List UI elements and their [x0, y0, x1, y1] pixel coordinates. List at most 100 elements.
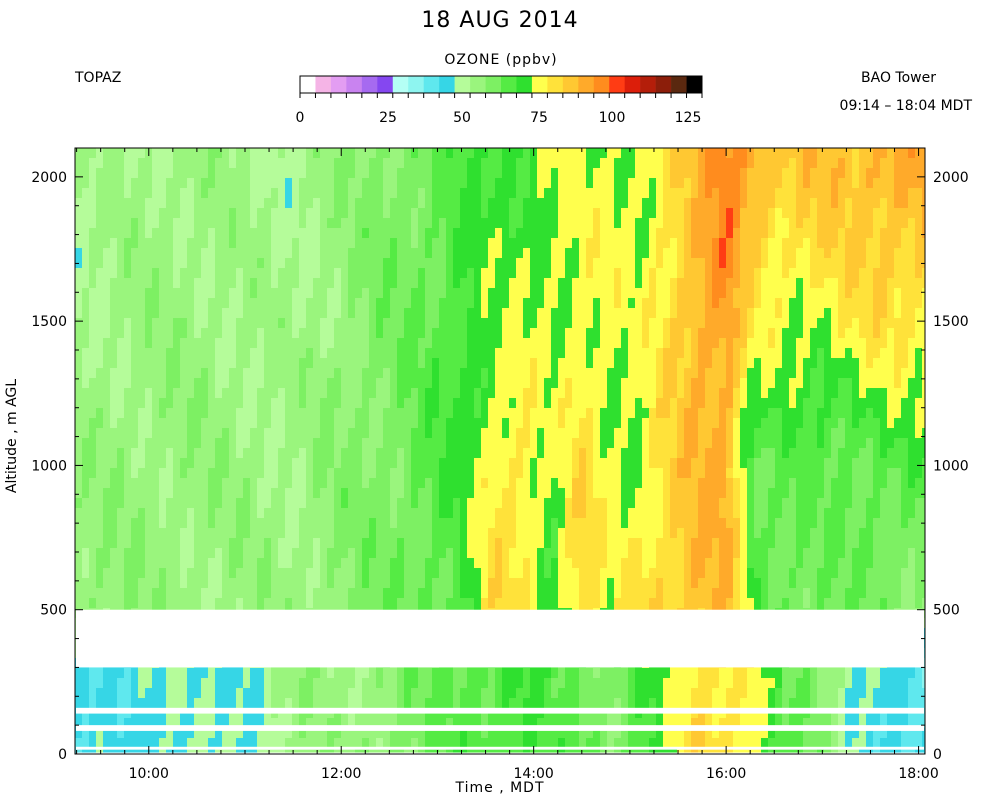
heatmap-cell — [404, 208, 412, 219]
heatmap-cell — [649, 238, 657, 249]
heatmap-cell — [782, 318, 790, 329]
heatmap-cell — [551, 158, 559, 169]
heatmap-cell — [341, 218, 349, 229]
heatmap-cell — [369, 478, 377, 489]
heatmap-cell — [474, 508, 482, 519]
heatmap-cell — [754, 378, 762, 389]
heatmap-cell — [390, 228, 398, 239]
heatmap-cell — [481, 198, 489, 209]
heatmap-cell — [292, 228, 300, 239]
heatmap-cell — [110, 238, 118, 249]
heatmap-cell — [383, 308, 391, 319]
heatmap-cell — [803, 508, 811, 519]
heatmap-cell — [789, 148, 797, 159]
heatmap-cell — [691, 288, 699, 299]
heatmap-cell — [110, 398, 118, 409]
heatmap-cell — [418, 538, 426, 549]
heatmap-cell — [411, 408, 419, 419]
heatmap-cell — [747, 358, 755, 369]
heatmap-cell — [320, 218, 328, 229]
heatmap-cell — [383, 348, 391, 359]
heatmap-cell — [124, 518, 132, 529]
heatmap-cell — [712, 288, 720, 299]
heatmap-cell — [194, 388, 202, 399]
heatmap-cell — [460, 448, 468, 459]
heatmap-cell — [915, 398, 923, 409]
heatmap-cell — [264, 468, 272, 479]
heatmap-cell — [124, 308, 132, 319]
heatmap-cell — [677, 348, 685, 359]
heatmap-cell — [355, 438, 363, 449]
heatmap-cell — [467, 318, 475, 329]
heatmap-cell — [208, 218, 216, 229]
heatmap-cell — [488, 368, 496, 379]
heatmap-cell — [901, 298, 909, 309]
heatmap-cell — [306, 238, 314, 249]
heatmap-cell — [320, 388, 328, 399]
heatmap-cell — [271, 228, 279, 239]
heatmap-cell — [502, 508, 510, 519]
heatmap-cell — [481, 468, 489, 479]
heatmap-cell — [600, 358, 608, 369]
heatmap-cell — [656, 168, 664, 179]
heatmap-cell — [411, 158, 419, 169]
heatmap-cell — [467, 418, 475, 429]
heatmap-cell — [341, 308, 349, 319]
heatmap-cell — [579, 468, 587, 479]
heatmap-cell — [628, 358, 636, 369]
heatmap-cell — [691, 368, 699, 379]
heatmap-cell — [740, 468, 748, 479]
heatmap-cell — [208, 468, 216, 479]
heatmap-cell — [180, 488, 188, 499]
heatmap-cell — [551, 208, 559, 219]
heatmap-cell — [334, 368, 342, 379]
heatmap-cell — [159, 398, 167, 409]
heatmap-cell — [110, 348, 118, 359]
heatmap-cell — [502, 528, 510, 539]
heatmap-cell — [817, 208, 825, 219]
heatmap-cell — [754, 328, 762, 339]
heatmap-cell — [369, 468, 377, 479]
heatmap-cell — [628, 148, 636, 159]
heatmap-cell — [117, 238, 125, 249]
heatmap-cell — [824, 458, 832, 469]
heatmap-cell — [229, 378, 237, 389]
heatmap-cell — [761, 228, 769, 239]
heatmap-cell — [334, 548, 342, 559]
heatmap-cell — [726, 258, 734, 269]
heatmap-cell — [579, 248, 587, 259]
heatmap-cell — [152, 478, 160, 489]
heatmap-cell — [222, 508, 230, 519]
heatmap-cell — [810, 478, 818, 489]
heatmap-cell — [250, 348, 258, 359]
heatmap-cell — [110, 428, 118, 439]
heatmap-cell — [852, 428, 860, 439]
heatmap-cell — [362, 538, 370, 549]
heatmap-cell — [698, 448, 706, 459]
heatmap-cell — [922, 288, 926, 299]
heatmap-cell — [453, 188, 461, 199]
heatmap-cell — [719, 398, 727, 409]
heatmap-cell — [705, 408, 713, 419]
heatmap-cell — [719, 488, 727, 499]
heatmap-cell — [369, 188, 377, 199]
heatmap-cell — [677, 148, 685, 159]
heatmap-cell — [467, 168, 475, 179]
heatmap-cell — [334, 348, 342, 359]
heatmap-cell — [180, 408, 188, 419]
heatmap-cell — [166, 188, 174, 199]
heatmap-cell — [446, 308, 454, 319]
heatmap-cell — [866, 258, 874, 269]
heatmap-cell — [481, 148, 489, 159]
heatmap-cell — [159, 278, 167, 289]
heatmap-cell — [551, 408, 559, 419]
heatmap-cell — [593, 428, 601, 439]
heatmap-cell — [887, 428, 895, 439]
heatmap-cell — [817, 168, 825, 179]
heatmap-cell — [131, 168, 139, 179]
heatmap-cell — [726, 288, 734, 299]
heatmap-cell — [474, 518, 482, 529]
heatmap-cell — [530, 438, 538, 449]
heatmap-cell — [82, 198, 90, 209]
heatmap-cell — [614, 238, 622, 249]
